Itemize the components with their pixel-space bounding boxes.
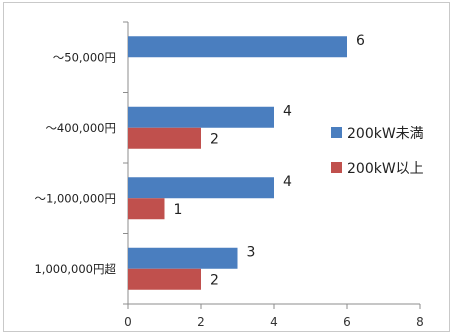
bar xyxy=(128,268,201,290)
bars xyxy=(128,36,347,290)
bar-value-label: 1 xyxy=(174,202,183,218)
legend-swatch xyxy=(331,127,342,138)
bar-value-label: 4 xyxy=(283,174,292,190)
x-tick-label: 6 xyxy=(343,315,351,329)
bar xyxy=(128,247,238,269)
category-label: ～50,000円 xyxy=(53,50,116,64)
bar xyxy=(128,127,201,149)
legend: 200kW未満 200kW以上 xyxy=(331,126,424,177)
bar xyxy=(128,198,165,220)
legend-swatch xyxy=(331,162,342,173)
bar-value-label: 2 xyxy=(210,131,219,147)
x-tick-label: 2 xyxy=(197,315,205,329)
x-tick-label: 0 xyxy=(124,315,132,329)
legend-label: 200kW以上 xyxy=(347,161,424,177)
category-label: ～1,000,000円 xyxy=(34,191,116,205)
bar-value-label: 2 xyxy=(210,272,219,288)
legend-label: 200kW未満 xyxy=(347,126,424,142)
data-labels: 6 4 2 4 1 3 2 xyxy=(174,33,366,289)
category-label: ～400,000円 xyxy=(45,121,116,135)
x-tick-label: 8 xyxy=(416,315,424,329)
bar xyxy=(128,36,347,58)
bar-value-label: 6 xyxy=(356,33,365,49)
category-label: 1,000,000円超 xyxy=(34,262,116,276)
bar xyxy=(128,106,274,128)
bar xyxy=(128,177,274,199)
bar-value-label: 3 xyxy=(247,244,256,260)
x-tick-label: 4 xyxy=(270,315,278,329)
bar-value-label: 4 xyxy=(283,103,292,119)
